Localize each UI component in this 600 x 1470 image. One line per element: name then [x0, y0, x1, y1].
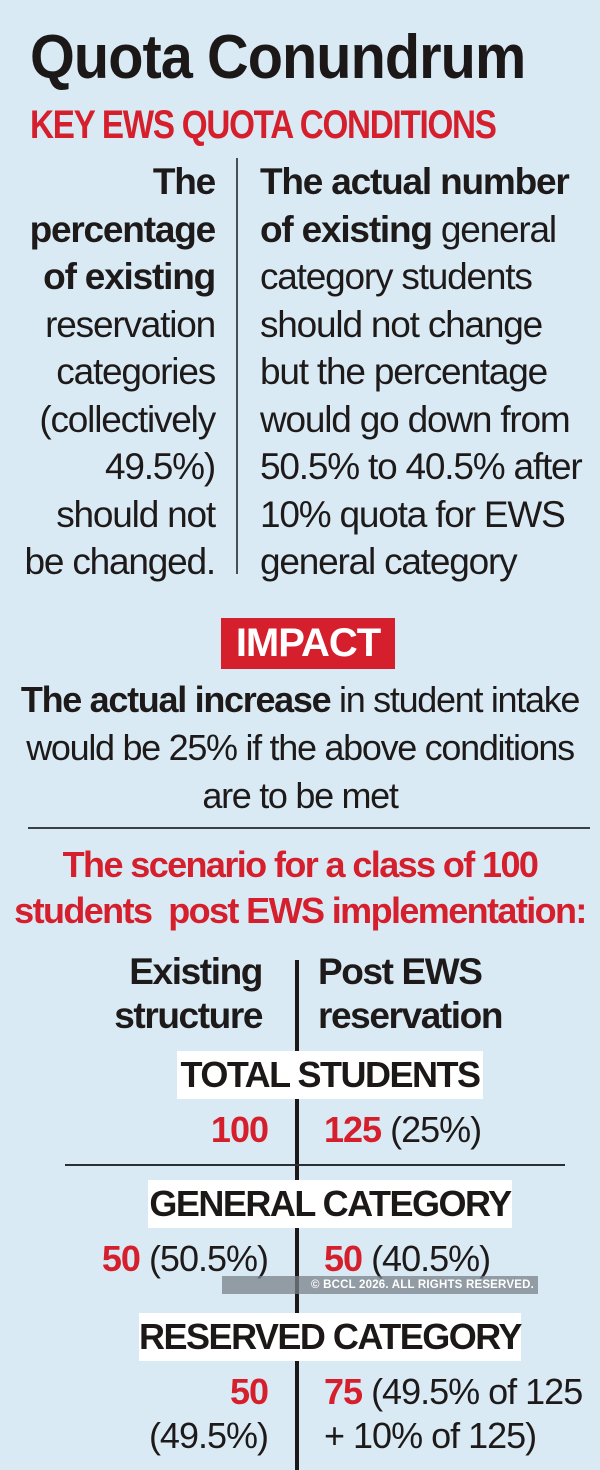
divider: [28, 827, 590, 829]
column-header-post-ews: Post EWS reservation: [318, 951, 503, 1036]
impact-text-normal: in student intake would be 25% if the ab…: [26, 679, 580, 816]
section-heading-conditions: KEY EWS QUOTA CONDITIONS: [30, 103, 497, 147]
scenario-heading: The scenario for a class of 100 students…: [0, 842, 600, 934]
total-existing-value: 100: [210, 1109, 269, 1150]
scenario-heading-line2: students post EWS implementation:: [14, 890, 587, 931]
general-existing-value: 50 (50.5%): [101, 1238, 269, 1279]
table-row-divider: [65, 1164, 565, 1166]
impact-text-bold: The actual increase: [20, 679, 332, 720]
row-label-total-students: TOTAL STUDENTS: [177, 1051, 483, 1099]
page-title: Quota Conundrum: [30, 23, 526, 92]
total-post-value: 125 (25%): [324, 1109, 482, 1150]
row-label-general-category: GENERAL CATEGORY: [148, 1180, 512, 1228]
impact-text: The actual increase in student intake wo…: [0, 676, 600, 820]
reserved-existing-value: 50 (49.5%): [148, 1371, 269, 1456]
condition-right-text: general category students should not cha…: [260, 208, 583, 583]
column-header-existing: Existing structure: [114, 951, 263, 1036]
condition-left: The percentage of existing reservation c…: [10, 158, 217, 586]
conditions-divider: [236, 158, 238, 574]
row-label-reserved-category: RESERVED CATEGORY: [139, 1313, 522, 1361]
scenario-heading-line1: The scenario for a class of 100: [62, 844, 539, 885]
copyright-watermark: © BCCL 2026. ALL RIGHTS RESERVED.: [222, 1276, 538, 1294]
condition-right: The actual number of existing general ca…: [260, 158, 595, 586]
impact-badge: IMPACT: [221, 618, 395, 669]
condition-left-text: reservation categories (collectively 49.…: [24, 303, 217, 583]
condition-left-bold: The percentage of existing: [29, 161, 217, 297]
condition-right-bold: The actual number of existing: [260, 161, 570, 250]
reserved-post-value: 75 (49.5% of 125 + 10% of 125): [324, 1371, 583, 1456]
general-post-value: 50 (40.5%): [324, 1238, 491, 1279]
